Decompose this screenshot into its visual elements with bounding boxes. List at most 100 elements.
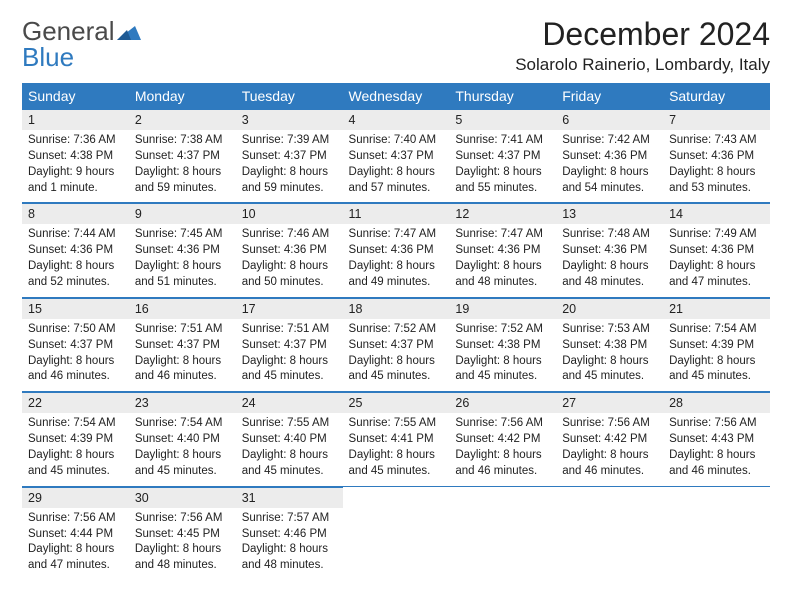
week-5-info: Sunrise: 7:56 AMSunset: 4:44 PMDaylight:…: [22, 508, 770, 580]
week-2-info: Sunrise: 7:44 AMSunset: 4:36 PMDaylight:…: [22, 224, 770, 297]
daylight: Daylight: 8 hours and 59 minutes.: [135, 165, 230, 197]
sunrise: Sunrise: 7:56 AM: [28, 511, 123, 527]
day-cell: Sunrise: 7:43 AMSunset: 4:36 PMDaylight:…: [663, 130, 770, 203]
sunset: Sunset: 4:37 PM: [135, 149, 230, 165]
day-cell: Sunrise: 7:39 AMSunset: 4:37 PMDaylight:…: [236, 130, 343, 203]
sunset: Sunset: 4:36 PM: [28, 243, 123, 259]
daylight: Daylight: 8 hours and 47 minutes.: [28, 542, 123, 574]
week-3-info: Sunrise: 7:50 AMSunset: 4:37 PMDaylight:…: [22, 319, 770, 392]
daylight: Daylight: 8 hours and 45 minutes.: [242, 448, 337, 480]
sunset: Sunset: 4:40 PM: [135, 432, 230, 448]
sunset: Sunset: 4:36 PM: [135, 243, 230, 259]
daynum: 1: [22, 109, 129, 130]
daynum: 20: [556, 298, 663, 319]
sunrise: Sunrise: 7:51 AM: [135, 322, 230, 338]
page-subtitle: Solarolo Rainerio, Lombardy, Italy: [515, 55, 770, 75]
day-cell: Sunrise: 7:55 AMSunset: 4:40 PMDaylight:…: [236, 413, 343, 486]
daylight: Daylight: 8 hours and 45 minutes.: [562, 354, 657, 386]
sunrise: Sunrise: 7:56 AM: [455, 416, 550, 432]
daynum: 19: [449, 298, 556, 319]
daylight: Daylight: 8 hours and 46 minutes.: [455, 448, 550, 480]
day-cell: Sunrise: 7:56 AMSunset: 4:44 PMDaylight:…: [22, 508, 129, 580]
empty-cell: [556, 487, 663, 508]
daylight: Daylight: 8 hours and 54 minutes.: [562, 165, 657, 197]
daylight: Daylight: 8 hours and 48 minutes.: [135, 542, 230, 574]
day-cell: Sunrise: 7:54 AMSunset: 4:39 PMDaylight:…: [663, 319, 770, 392]
sunset: Sunset: 4:37 PM: [349, 338, 444, 354]
day-cell: Sunrise: 7:54 AMSunset: 4:39 PMDaylight:…: [22, 413, 129, 486]
sunrise: Sunrise: 7:46 AM: [242, 227, 337, 243]
sunrise: Sunrise: 7:43 AM: [669, 133, 764, 149]
sunrise: Sunrise: 7:57 AM: [242, 511, 337, 527]
sunset: Sunset: 4:36 PM: [242, 243, 337, 259]
day-cell: Sunrise: 7:47 AMSunset: 4:36 PMDaylight:…: [449, 224, 556, 297]
sunset: Sunset: 4:45 PM: [135, 527, 230, 543]
sunset: Sunset: 4:42 PM: [562, 432, 657, 448]
daylight: Daylight: 8 hours and 45 minutes.: [135, 448, 230, 480]
daynum: 12: [449, 203, 556, 224]
day-cell: Sunrise: 7:54 AMSunset: 4:40 PMDaylight:…: [129, 413, 236, 486]
sunset: Sunset: 4:36 PM: [562, 149, 657, 165]
sunset: Sunset: 4:38 PM: [455, 338, 550, 354]
day-cell: Sunrise: 7:41 AMSunset: 4:37 PMDaylight:…: [449, 130, 556, 203]
sunset: Sunset: 4:37 PM: [242, 338, 337, 354]
sunrise: Sunrise: 7:54 AM: [135, 416, 230, 432]
sunrise: Sunrise: 7:54 AM: [669, 322, 764, 338]
daynum: 9: [129, 203, 236, 224]
empty-cell: [556, 508, 663, 580]
logo-word-2: Blue: [22, 42, 74, 72]
sunset: Sunset: 4:37 PM: [28, 338, 123, 354]
col-sunday: Sunday: [22, 83, 129, 109]
daylight: Daylight: 8 hours and 48 minutes.: [562, 259, 657, 291]
sunrise: Sunrise: 7:52 AM: [455, 322, 550, 338]
day-cell: Sunrise: 7:45 AMSunset: 4:36 PMDaylight:…: [129, 224, 236, 297]
sunset: Sunset: 4:37 PM: [349, 149, 444, 165]
daylight: Daylight: 8 hours and 48 minutes.: [455, 259, 550, 291]
day-cell: Sunrise: 7:44 AMSunset: 4:36 PMDaylight:…: [22, 224, 129, 297]
sunrise: Sunrise: 7:54 AM: [28, 416, 123, 432]
daynum: 14: [663, 203, 770, 224]
sunrise: Sunrise: 7:53 AM: [562, 322, 657, 338]
sunset: Sunset: 4:38 PM: [562, 338, 657, 354]
empty-cell: [663, 508, 770, 580]
sunset: Sunset: 4:36 PM: [455, 243, 550, 259]
day-cell: Sunrise: 7:38 AMSunset: 4:37 PMDaylight:…: [129, 130, 236, 203]
day-cell: Sunrise: 7:47 AMSunset: 4:36 PMDaylight:…: [343, 224, 450, 297]
daynum: 22: [22, 392, 129, 413]
daylight: Daylight: 8 hours and 50 minutes.: [242, 259, 337, 291]
week-2-daynum: 8 9 10 11 12 13 14: [22, 203, 770, 224]
daylight: Daylight: 9 hours and 1 minute.: [28, 165, 123, 197]
flag-icon: [115, 16, 141, 46]
sunset: Sunset: 4:43 PM: [669, 432, 764, 448]
day-cell: Sunrise: 7:52 AMSunset: 4:38 PMDaylight:…: [449, 319, 556, 392]
calendar-table: Sunday Monday Tuesday Wednesday Thursday…: [22, 83, 770, 580]
day-cell: Sunrise: 7:51 AMSunset: 4:37 PMDaylight:…: [129, 319, 236, 392]
daylight: Daylight: 8 hours and 47 minutes.: [669, 259, 764, 291]
week-5-daynum: 29 30 31: [22, 487, 770, 508]
sunset: Sunset: 4:46 PM: [242, 527, 337, 543]
daynum: 21: [663, 298, 770, 319]
sunrise: Sunrise: 7:41 AM: [455, 133, 550, 149]
daynum: 28: [663, 392, 770, 413]
daylight: Daylight: 8 hours and 45 minutes.: [242, 354, 337, 386]
day-cell: Sunrise: 7:56 AMSunset: 4:42 PMDaylight:…: [449, 413, 556, 486]
empty-cell: [663, 487, 770, 508]
daynum: 15: [22, 298, 129, 319]
week-1-info: Sunrise: 7:36 AMSunset: 4:38 PMDaylight:…: [22, 130, 770, 203]
daylight: Daylight: 8 hours and 59 minutes.: [242, 165, 337, 197]
day-cell: Sunrise: 7:52 AMSunset: 4:37 PMDaylight:…: [343, 319, 450, 392]
sunrise: Sunrise: 7:51 AM: [242, 322, 337, 338]
daynum: 30: [129, 487, 236, 508]
day-cell: Sunrise: 7:40 AMSunset: 4:37 PMDaylight:…: [343, 130, 450, 203]
daynum: 7: [663, 109, 770, 130]
daynum: 16: [129, 298, 236, 319]
daynum: 17: [236, 298, 343, 319]
daynum: 29: [22, 487, 129, 508]
header: General Blue December 2024 Solarolo Rain…: [22, 10, 770, 75]
sunrise: Sunrise: 7:45 AM: [135, 227, 230, 243]
day-cell: Sunrise: 7:56 AMSunset: 4:42 PMDaylight:…: [556, 413, 663, 486]
day-cell: Sunrise: 7:49 AMSunset: 4:36 PMDaylight:…: [663, 224, 770, 297]
day-cell: Sunrise: 7:57 AMSunset: 4:46 PMDaylight:…: [236, 508, 343, 580]
daynum: 26: [449, 392, 556, 413]
sunrise: Sunrise: 7:39 AM: [242, 133, 337, 149]
